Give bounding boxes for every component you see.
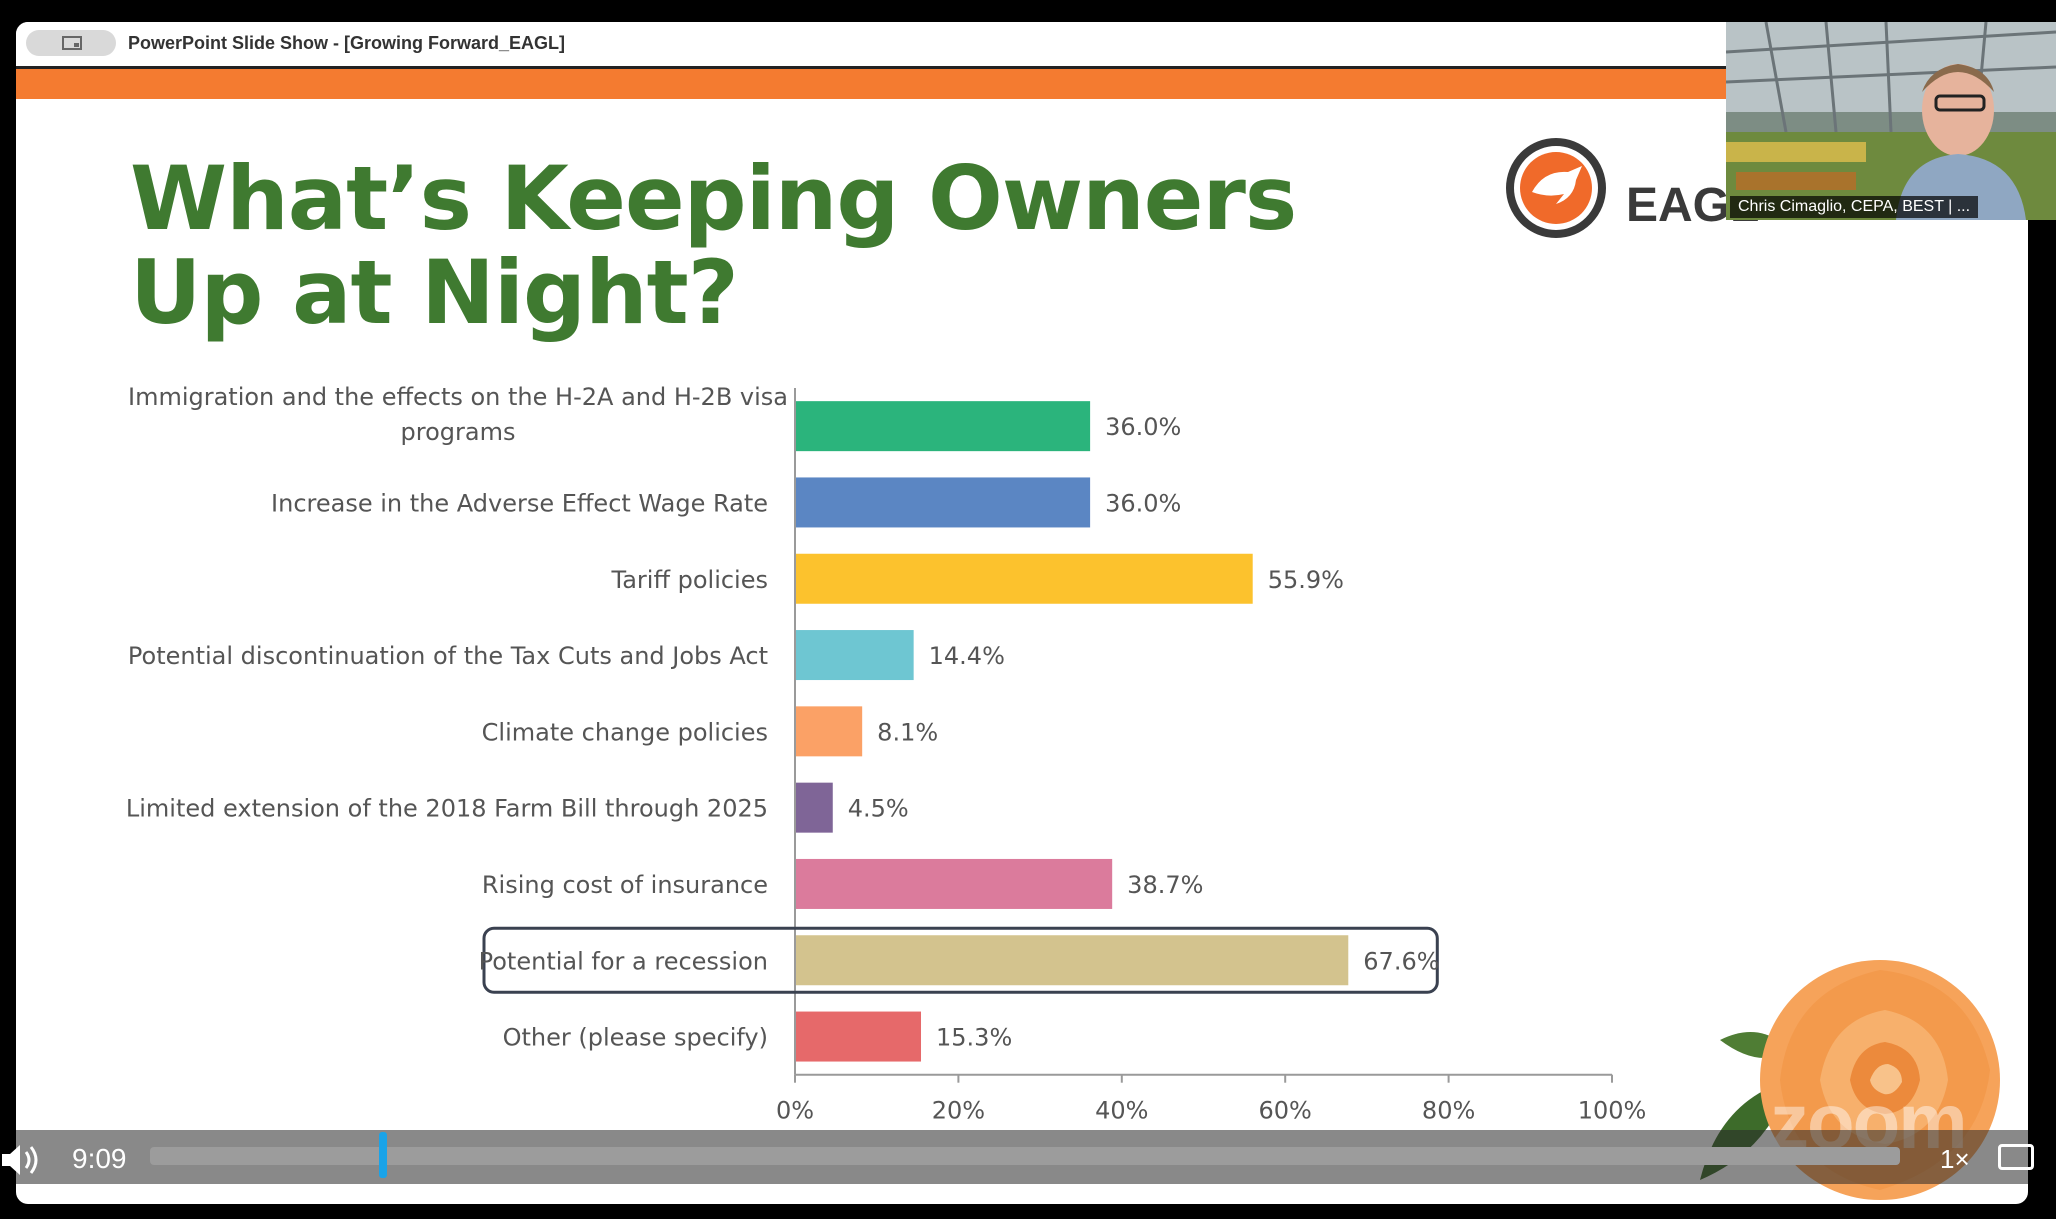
- category-label: Climate change policies: [482, 718, 768, 746]
- bar: [796, 935, 1349, 986]
- bar-value-label: 4.5%: [848, 795, 909, 823]
- slide-title-line-1: What’s Keeping Owners: [130, 147, 1297, 250]
- x-tick-label: 80%: [1422, 1097, 1475, 1125]
- volume-icon[interactable]: [0, 1140, 44, 1180]
- slide-title: What’s Keeping Owners Up at Night?: [130, 152, 1390, 340]
- bar: [796, 477, 1091, 528]
- slide-title-line-2: Up at Night?: [130, 241, 739, 344]
- bar-value-label: 55.9%: [1268, 566, 1344, 594]
- bar-value-label: 15.3%: [936, 1024, 1012, 1052]
- bar: [796, 1011, 922, 1062]
- category-label: Immigration and the effects on the H-2A …: [128, 383, 788, 446]
- x-tick-label: 40%: [1095, 1097, 1148, 1125]
- slideshow-icon: [62, 36, 82, 50]
- category-label: Other (please specify): [503, 1024, 768, 1052]
- speaker-video-thumbnail[interactable]: Chris Cimaglio, CEPA, BEST | ...: [1726, 22, 2056, 220]
- category-label: Limited extension of the 2018 Farm Bill …: [126, 795, 768, 823]
- seek-thumb[interactable]: [378, 1132, 387, 1178]
- window-controls-pill[interactable]: [26, 30, 116, 56]
- x-tick-label: 60%: [1259, 1097, 1312, 1125]
- bar-value-label: 67.6%: [1363, 947, 1439, 975]
- x-tick-label: 0%: [776, 1097, 814, 1125]
- category-label-line: programs: [401, 418, 516, 446]
- category-label: Rising cost of insurance: [482, 871, 768, 899]
- window-title: PowerPoint Slide Show - [Growing Forward…: [128, 33, 566, 53]
- highlight-box: [482, 926, 1439, 994]
- speaker-video-frame: [1726, 22, 2056, 220]
- bar: [796, 553, 1253, 604]
- playback-speed-button[interactable]: 1×: [1940, 1144, 1970, 1174]
- fullscreen-icon[interactable]: [1998, 1144, 2034, 1170]
- bar-value-label: 36.0%: [1105, 413, 1181, 441]
- bar: [796, 782, 833, 833]
- category-label: Increase in the Adverse Effect Wage Rate: [271, 489, 768, 517]
- playback-time: 9:09: [72, 1143, 127, 1174]
- seek-bar[interactable]: [150, 1147, 1900, 1165]
- x-tick-label: 100%: [1578, 1097, 1647, 1125]
- category-label: Potential discontinuation of the Tax Cut…: [128, 642, 768, 670]
- slide-header-band: [16, 69, 2028, 99]
- bar-value-label: 14.4%: [929, 642, 1005, 670]
- bar-value-label: 36.0%: [1105, 489, 1181, 517]
- bar: [796, 706, 863, 757]
- bar: [796, 630, 914, 681]
- bar: [796, 858, 1113, 909]
- x-tick-label: 20%: [932, 1097, 985, 1125]
- eagle-logo-icon: [1506, 138, 1606, 238]
- bar-value-label: 8.1%: [877, 718, 938, 746]
- bar-value-label: 38.7%: [1127, 871, 1203, 899]
- category-label-line: Immigration and the effects on the H-2A …: [128, 383, 788, 411]
- window-titlebar: PowerPoint Slide Show - [Growing Forward…: [16, 22, 2028, 69]
- speaker-name-label: Chris Cimaglio, CEPA, BEST | ...: [1730, 196, 1979, 218]
- category-label: Tariff policies: [611, 566, 768, 594]
- category-label: Potential for a recession: [479, 947, 768, 975]
- slideshow-window: PowerPoint Slide Show - [Growing Forward…: [16, 22, 2028, 1204]
- bar: [796, 401, 1091, 452]
